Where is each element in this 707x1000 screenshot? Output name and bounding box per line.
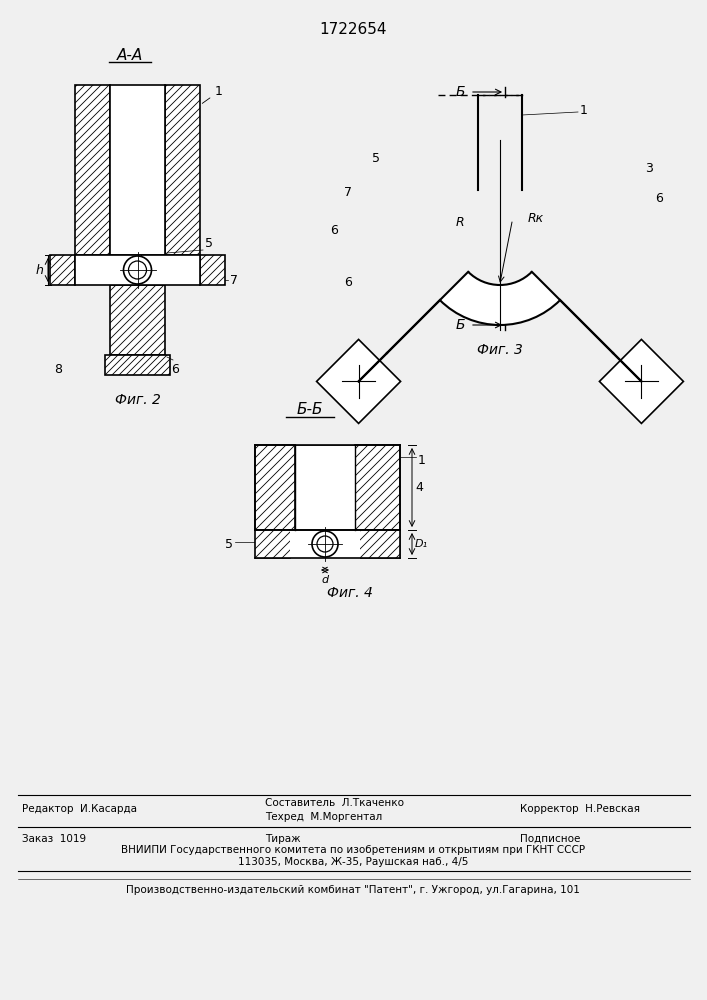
- Polygon shape: [110, 285, 165, 355]
- Text: Составитель  Л.Ткаченко: Составитель Л.Ткаченко: [265, 798, 404, 808]
- Polygon shape: [255, 530, 290, 558]
- Text: Редактор  И.Касарда: Редактор И.Касарда: [22, 804, 137, 814]
- Circle shape: [124, 256, 151, 284]
- Polygon shape: [358, 272, 468, 381]
- Text: 6: 6: [655, 192, 663, 205]
- Text: Производственно-издательский комбинат "Патент", г. Ужгород, ул.Гагарина, 101: Производственно-издательский комбинат "П…: [126, 885, 580, 895]
- Text: 1: 1: [202, 85, 223, 103]
- Text: D₁: D₁: [415, 539, 428, 549]
- Text: d: d: [135, 255, 142, 265]
- Polygon shape: [440, 272, 560, 325]
- Polygon shape: [360, 530, 400, 558]
- Text: 7: 7: [344, 186, 352, 198]
- Text: Фиг. 4: Фиг. 4: [327, 586, 373, 600]
- Text: Тираж: Тираж: [265, 834, 300, 844]
- Polygon shape: [165, 85, 200, 255]
- Bar: [295, 445, 355, 530]
- Circle shape: [312, 531, 338, 557]
- Polygon shape: [355, 445, 400, 530]
- Bar: [110, 85, 165, 255]
- Text: 5: 5: [205, 237, 213, 250]
- Text: 6: 6: [344, 275, 352, 288]
- Text: Заказ  1019: Заказ 1019: [22, 834, 86, 844]
- Text: 3: 3: [645, 161, 653, 174]
- Bar: [255, 530, 400, 558]
- Text: h: h: [36, 263, 44, 276]
- Polygon shape: [317, 339, 401, 423]
- Text: 8: 8: [54, 363, 62, 376]
- Polygon shape: [532, 272, 641, 381]
- Bar: [75, 255, 200, 285]
- Text: 1722654: 1722654: [320, 22, 387, 37]
- Text: А-А: А-А: [117, 47, 143, 62]
- Text: Корректор  Н.Ревская: Корректор Н.Ревская: [520, 804, 640, 814]
- Text: Rк: Rк: [528, 212, 544, 225]
- Text: 4: 4: [415, 481, 423, 494]
- Polygon shape: [105, 355, 170, 375]
- Polygon shape: [255, 445, 295, 530]
- Text: Техред  М.Моргентал: Техред М.Моргентал: [265, 812, 382, 822]
- Text: d: d: [322, 575, 329, 585]
- Text: 6: 6: [171, 363, 179, 376]
- Text: 113035, Москва, Ж-35, Раушская наб., 4/5: 113035, Москва, Ж-35, Раушская наб., 4/5: [238, 857, 468, 867]
- Text: Подписное: Подписное: [520, 834, 580, 844]
- Text: Фиг. 3: Фиг. 3: [477, 343, 523, 357]
- Text: 6: 6: [330, 224, 338, 236]
- Text: 5: 5: [225, 538, 233, 550]
- Text: R: R: [456, 216, 464, 229]
- Text: 1: 1: [418, 454, 426, 466]
- Text: 5: 5: [372, 151, 380, 164]
- Text: ВНИИПИ Государственного комитета по изобретениям и открытиям при ГКНТ СССР: ВНИИПИ Государственного комитета по изоб…: [121, 845, 585, 855]
- Text: Б: Б: [455, 85, 465, 99]
- Text: Б-Б: Б-Б: [297, 402, 323, 418]
- Polygon shape: [50, 255, 75, 285]
- Polygon shape: [200, 255, 225, 285]
- Text: Фиг. 2: Фиг. 2: [115, 393, 161, 407]
- Polygon shape: [600, 339, 684, 423]
- Text: Б: Б: [455, 318, 465, 332]
- Text: 1: 1: [580, 104, 588, 116]
- Text: 7: 7: [230, 273, 238, 286]
- Polygon shape: [75, 85, 110, 255]
